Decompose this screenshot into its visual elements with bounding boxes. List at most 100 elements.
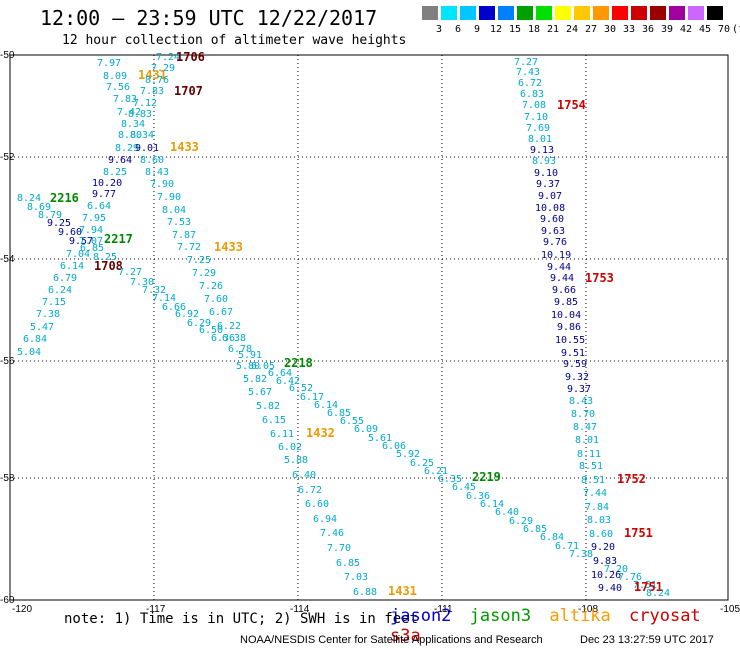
wave-height-label: 5.47 xyxy=(30,322,54,333)
colorbar-label: 24 xyxy=(565,24,579,35)
wave-height-label: 7.07 xyxy=(79,236,103,247)
wave-height-label: 7.20 xyxy=(604,564,628,575)
wave-height-label: 8.60 xyxy=(140,155,164,166)
wave-height-label: 5.82 xyxy=(256,401,280,412)
colorbar-label: 18 xyxy=(527,24,541,35)
wave-height-label: 6.79 xyxy=(53,273,77,284)
wave-height-label: 7.83 xyxy=(113,94,137,105)
colorbar-swatch xyxy=(650,6,666,20)
wave-height-label: 6.42 xyxy=(276,376,300,387)
pass-time-label: 2217 xyxy=(104,232,133,246)
x-tick-label: -114 xyxy=(290,604,310,615)
pass-time-label: 1754 xyxy=(557,98,586,112)
colorbar-swatch xyxy=(460,6,476,20)
wave-height-label: 6.83 xyxy=(520,89,544,100)
colorbar-label: 42 xyxy=(679,24,693,35)
wave-height-label: 6.85 xyxy=(336,558,360,569)
pass-time-label: 1708 xyxy=(94,259,123,273)
pass-time-label: 1706 xyxy=(176,50,205,64)
map-frame xyxy=(9,54,729,601)
pass-time-label: 1433 xyxy=(214,240,243,254)
wave-height-label: 5.04 xyxy=(17,347,41,358)
wave-height-label: 8.79 xyxy=(38,210,62,221)
colorbar-swatch xyxy=(498,6,514,20)
wave-height-label: 6.45 xyxy=(452,482,476,493)
wave-height-label: 8.01 xyxy=(575,435,599,446)
wave-height-label: 9.10 xyxy=(534,168,558,179)
map-title: 12:00 – 23:59 UTC 12/22/2017 xyxy=(40,6,378,30)
wave-height-label: 5.88 xyxy=(284,455,308,466)
wave-height-label: 5.92 xyxy=(396,449,420,460)
y-tick-label: -54 xyxy=(0,254,15,265)
timestamp-text: Dec 23 13:27:59 UTC 2017 xyxy=(580,634,714,646)
wave-height-label: 9.25 xyxy=(47,218,71,229)
wave-height-label: 8.25 xyxy=(93,252,117,263)
pass-time-label: 1752 xyxy=(617,472,646,486)
wave-height-label: 9.85 xyxy=(554,297,578,308)
wave-height-label: 9.64 xyxy=(108,155,132,166)
wave-height-label: 9.37 xyxy=(536,179,560,190)
wave-height-label: 6.67 xyxy=(209,307,233,318)
legend-jason2: jason2 xyxy=(390,606,452,626)
wave-height-label: 7.29 xyxy=(192,268,216,279)
colorbar-label: 3 xyxy=(435,24,443,35)
wave-height-label: 8.51 xyxy=(581,475,605,486)
wave-height-label: 9.60 xyxy=(58,227,82,238)
wave-height-label: 9.13 xyxy=(530,145,554,156)
wave-height-label: 6.72 xyxy=(298,485,322,496)
wave-height-label: 9.77 xyxy=(92,189,116,200)
wave-height-label: 6.11 xyxy=(270,429,294,440)
wave-height-label: 8.34 xyxy=(121,119,145,130)
wave-height-label: 7.27 xyxy=(118,267,142,278)
colorbar-label: 15 xyxy=(508,24,522,35)
pass-time-label: 1433 xyxy=(170,140,199,154)
wave-height-label: 7.72 xyxy=(177,242,201,253)
wave-height-label: 8.76 xyxy=(145,75,169,86)
wave-height-label: 9.44 xyxy=(550,273,574,284)
wave-height-label: 8.11 xyxy=(577,449,601,460)
colorbar-label: 39 xyxy=(660,24,674,35)
x-tick-label: -120 xyxy=(12,604,32,615)
wave-height-label: 10.26 xyxy=(591,570,621,581)
y-tick-label: -60 xyxy=(0,595,15,606)
wave-height-label: 7.87 xyxy=(172,230,196,241)
colorbar-swatch xyxy=(707,6,723,20)
colorbar-swatch xyxy=(555,6,571,20)
wave-height-label: 9.40 xyxy=(598,583,622,594)
wave-height-label: 9.63 xyxy=(541,226,565,237)
wave-height-label: 6.09 xyxy=(354,424,378,435)
wave-height-label: 9.32 xyxy=(565,372,589,383)
colorbar-swatch xyxy=(479,6,495,20)
wave-height-label: 6.14 xyxy=(60,261,84,272)
colorbar-label: 33 xyxy=(622,24,636,35)
colorbar-swatch xyxy=(593,6,609,20)
wave-height-label: 6.21 xyxy=(424,466,448,477)
colorbar-swatch xyxy=(536,6,552,20)
x-tick-label: -117 xyxy=(146,604,166,615)
wave-height-label: 6.40 xyxy=(292,470,316,481)
x-tick-label: -111 xyxy=(434,604,453,615)
wave-height-label: 7.14 xyxy=(152,293,176,304)
wave-height-label: 9.59 xyxy=(563,359,587,370)
colorbar-label: 30 xyxy=(603,24,617,35)
wave-height-label: 9.57 xyxy=(69,236,93,247)
wave-height-label: 6.94 xyxy=(313,514,337,525)
wave-height-label: 8.70 xyxy=(571,409,595,420)
wave-height-label: 6.25 xyxy=(410,458,434,469)
wave-height-label: 10.04 xyxy=(551,310,581,321)
wave-height-label: 8.43 xyxy=(569,396,593,407)
note-text: note: 1) Time is in UTC; 2) SWH is in fe… xyxy=(64,611,419,627)
wave-height-label: 8.03 xyxy=(587,515,611,526)
y-tick-label: -50 xyxy=(0,50,15,61)
wave-height-label: 7.44 xyxy=(583,488,607,499)
wave-height-label: 8.04 xyxy=(162,205,186,216)
pass-time-label: 2218 xyxy=(284,356,313,370)
wave-height-label: 8.29 xyxy=(115,143,139,154)
wave-height-label: 6.78 xyxy=(228,344,252,355)
colorbar-label: 45 xyxy=(698,24,712,35)
map-subtitle: 12 hour collection of altimeter wave hei… xyxy=(62,33,407,48)
wave-height-label: 9.66 xyxy=(552,285,576,296)
wave-height-label: 6.85 xyxy=(327,408,351,419)
wave-height-label: 7.84 xyxy=(585,502,609,513)
wave-height-label: 7.12 xyxy=(133,98,157,109)
